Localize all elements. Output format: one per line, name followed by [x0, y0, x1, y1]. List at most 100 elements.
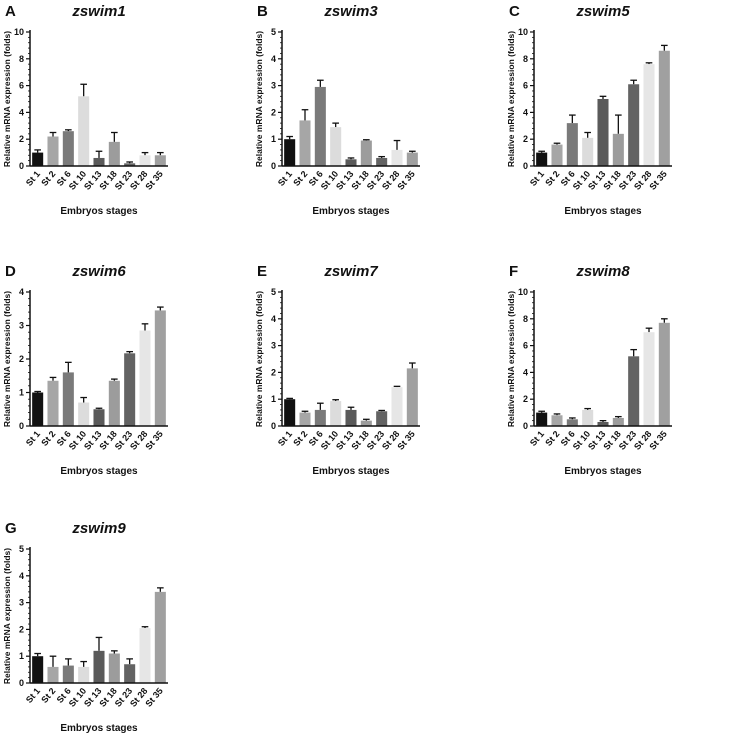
y-tick-label: 0 [523, 161, 528, 171]
x-axis-title: Embryos stages [60, 466, 138, 477]
bar [391, 149, 403, 166]
y-tick-label: 1 [19, 651, 24, 661]
x-tick-label: St 1 [24, 429, 42, 448]
bar [643, 332, 655, 426]
bar [139, 155, 151, 166]
y-tick-label: 3 [19, 321, 24, 331]
y-tick-label: 8 [523, 54, 528, 64]
bar [62, 372, 74, 426]
bar [406, 152, 418, 166]
y-tick-label: 0 [523, 421, 528, 431]
y-tick-label: 2 [523, 394, 528, 404]
y-tick-label: 10 [14, 27, 24, 37]
y-axis-title: Relative mRNA expression (folds) [2, 548, 12, 684]
y-tick-label: 3 [271, 81, 276, 91]
y-axis-title: Relative mRNA expression (folds) [254, 291, 264, 427]
bar [628, 84, 640, 166]
chart-title: zswim8 [575, 263, 630, 280]
x-axis-title: Embryos stages [564, 466, 642, 477]
bar [643, 64, 655, 166]
bar [32, 152, 44, 166]
chart-title: zswim7 [323, 263, 378, 280]
x-tick-label: St 35 [395, 429, 416, 452]
y-tick-label: 8 [523, 314, 528, 324]
bar [78, 402, 90, 426]
y-tick-label: 5 [19, 544, 24, 554]
x-axis-title: Embryos stages [312, 206, 390, 217]
bar [284, 139, 296, 166]
x-tick-label: St 35 [143, 429, 164, 452]
bar [330, 401, 342, 426]
bar [299, 120, 311, 166]
x-tick-label: St 1 [24, 169, 42, 188]
x-tick-label: St 1 [276, 169, 294, 188]
bar [345, 409, 357, 426]
bar [314, 409, 326, 426]
y-tick-label: 1 [271, 134, 276, 144]
bar [376, 157, 388, 166]
bar [139, 628, 151, 683]
bar [78, 666, 90, 683]
bar [628, 356, 640, 426]
bar [376, 411, 388, 426]
bar [108, 141, 120, 166]
bar [62, 131, 74, 166]
bar [32, 656, 44, 683]
bar [139, 330, 151, 426]
bar [391, 387, 403, 426]
y-axis-title: Relative mRNA expression (folds) [254, 31, 264, 167]
x-tick-label: St 2 [39, 429, 57, 448]
bar [284, 399, 296, 426]
bar [124, 353, 136, 426]
bar [658, 50, 670, 167]
y-tick-label: 4 [19, 107, 24, 117]
bar [582, 409, 594, 426]
x-tick-label: St 1 [24, 686, 42, 705]
bar [597, 421, 609, 426]
chart-title: zswim9 [71, 520, 126, 537]
panel-letter: G [5, 520, 17, 537]
y-tick-label: 2 [19, 134, 24, 144]
x-tick-label: St 1 [528, 429, 546, 448]
bar [47, 380, 59, 426]
bar [360, 420, 372, 426]
y-tick-label: 0 [271, 161, 276, 171]
bar [47, 136, 59, 166]
y-tick-label: 5 [271, 27, 276, 37]
bar [597, 99, 609, 166]
bar [566, 123, 578, 166]
panel-letter: A [5, 3, 16, 20]
bar [566, 419, 578, 426]
bar [47, 666, 59, 683]
bar [62, 665, 74, 683]
bar [536, 152, 548, 166]
y-tick-label: 2 [19, 624, 24, 634]
x-tick-label: St 35 [395, 169, 416, 192]
bar [108, 380, 120, 426]
x-tick-label: St 2 [39, 169, 57, 188]
y-tick-label: 3 [271, 341, 276, 351]
bar [612, 133, 624, 166]
y-tick-label: 2 [271, 367, 276, 377]
bar [314, 86, 326, 166]
bar [154, 155, 166, 166]
x-tick-label: St 1 [276, 429, 294, 448]
bar [108, 653, 120, 683]
panel-letter: D [5, 263, 16, 280]
y-tick-label: 8 [19, 54, 24, 64]
y-tick-label: 6 [523, 81, 528, 91]
bar [124, 664, 136, 683]
bar [299, 412, 311, 426]
bar [93, 409, 105, 426]
y-axis-title: Relative mRNA expression (folds) [506, 31, 516, 167]
y-tick-label: 1 [19, 388, 24, 398]
x-tick-label: St 35 [143, 169, 164, 192]
y-tick-label: 0 [19, 678, 24, 688]
x-tick-label: St 2 [39, 686, 57, 705]
y-tick-label: 1 [271, 394, 276, 404]
x-tick-label: St 35 [647, 169, 668, 192]
